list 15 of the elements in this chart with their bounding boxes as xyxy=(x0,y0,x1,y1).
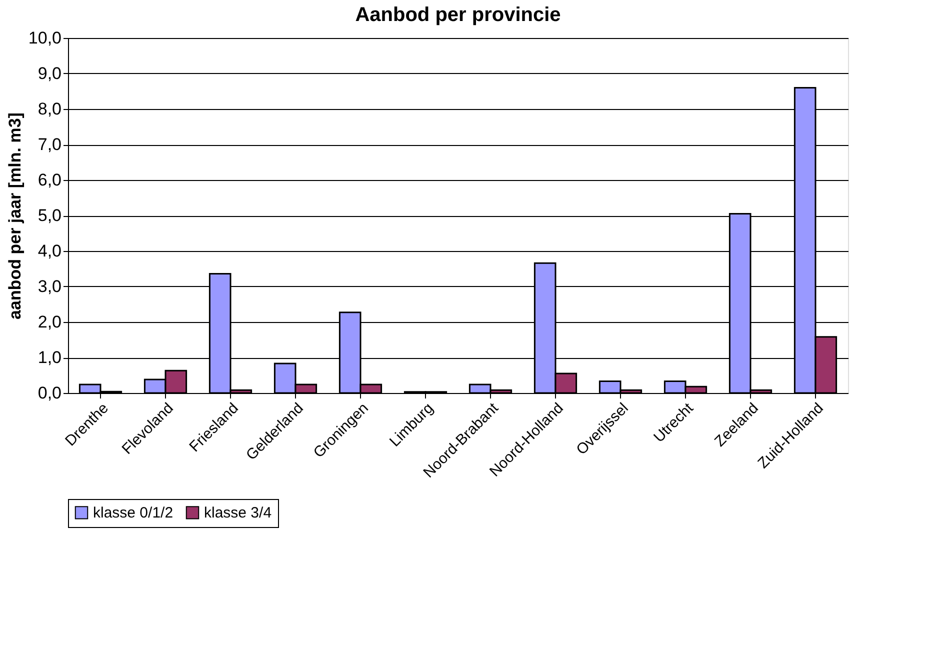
y-tick-label: 2,0 xyxy=(38,312,62,332)
y-tick-label: 8,0 xyxy=(38,100,62,118)
y-tick-label: 3,0 xyxy=(38,277,62,296)
y-tick-label: 7,0 xyxy=(38,135,62,154)
legend-label: klasse 3/4 xyxy=(204,504,272,522)
y-tick-label: 9,0 xyxy=(38,64,62,83)
y-tick-label: 4,0 xyxy=(38,242,62,260)
chart-title: Aanbod per provincie xyxy=(355,4,561,26)
y-tick-label: 0,0 xyxy=(38,384,62,402)
legend-label: klasse 0/1/2 xyxy=(93,504,174,522)
y-axis-title: aanbod per jaar [mln. m3] xyxy=(5,112,24,320)
y-tick-label: 6,0 xyxy=(38,170,62,190)
y-tick-label: 1,0 xyxy=(38,348,62,367)
y-tick-label: 5,0 xyxy=(38,206,62,225)
y-tick-label: 10,0 xyxy=(28,28,62,48)
